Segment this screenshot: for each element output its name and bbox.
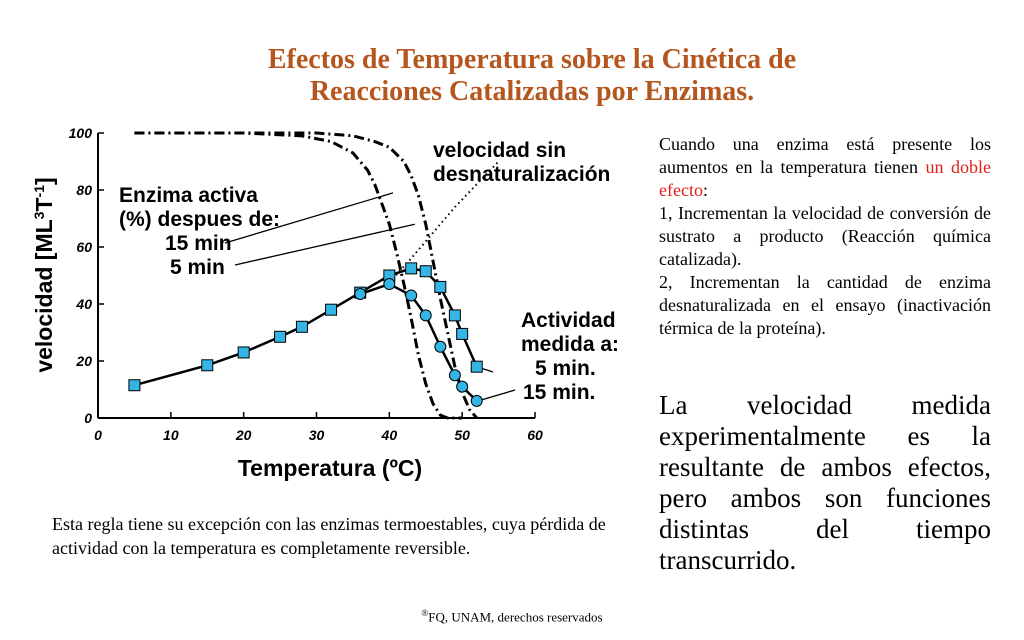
series-line-2 (134, 131, 478, 419)
marker-5min (434, 280, 447, 293)
annotation-enzima-activa-line1: Enzima activa (119, 184, 258, 207)
y-axis-label-end: ] (31, 177, 57, 185)
title-line-2: Reacciones Catalizadas por Enzimas. (309, 76, 755, 107)
annotation-actividad-line2: medida a: (521, 333, 619, 356)
marker-15min (448, 369, 461, 382)
x-axis-label: Temperatura (ºC) (238, 455, 422, 481)
marker-15min (405, 289, 418, 302)
title-line-1: Efectos de Temperatura sobre la Cinética… (267, 44, 797, 75)
chart-markers (128, 262, 483, 407)
explanation-highlight: un doble efecto (659, 157, 991, 200)
y-tick-label: 60 (76, 239, 92, 255)
annotation-actividad-line4: 15 min. (523, 381, 595, 404)
y-axis-label-mid: T (31, 197, 57, 211)
explanation-intro-before: Cuando una enzima está presente los aume… (659, 134, 991, 177)
marker-5min (237, 346, 250, 359)
marker-15min (383, 278, 396, 291)
annotation-actividad-line3: 5 min. (535, 357, 596, 380)
marker-5min (325, 303, 338, 316)
page-title: Efectos de Temperatura sobre la Cinética… (0, 44, 1024, 108)
marker-5min (470, 360, 483, 373)
x-tick-label: 30 (309, 427, 325, 443)
annotation-actividad-line1: Actividad (521, 309, 616, 332)
y-tick-label: 80 (76, 182, 92, 198)
x-tick-label: 40 (381, 427, 398, 443)
exception-note: Esta regla tiene su excepción con las en… (52, 514, 606, 558)
marker-15min (456, 380, 469, 393)
y-axis-label-sup2: -1 (31, 185, 47, 198)
marker-5min (405, 262, 418, 275)
marker-5min (448, 309, 461, 322)
registered-symbol: ® (421, 608, 429, 618)
x-tick-label: 10 (163, 427, 179, 443)
x-tick-label: 60 (527, 427, 543, 443)
marker-5min (419, 265, 432, 278)
annotation-actividad: Actividad medida a: 5 min. 15 min. (521, 309, 619, 404)
marker-15min (354, 288, 367, 301)
y-axis-label-main: velocidad [ML (31, 219, 57, 372)
annotation-leader-line (234, 223, 415, 266)
marker-5min (128, 379, 141, 392)
marker-5min (274, 330, 287, 343)
y-tick-label: 20 (75, 353, 92, 369)
y-tick-label: 100 (69, 125, 93, 141)
y-axis-label-sup1: 3 (31, 211, 47, 219)
y-tick-label: 40 (75, 296, 92, 312)
conclusion-text: La velocidad medida experimentalmente es… (659, 390, 991, 575)
x-tick-label: 0 (94, 427, 102, 443)
y-axis-label: velocidad [ML3T-1] (31, 177, 57, 372)
copyright-notice: ®FQ, UNAM, derechos reservados (0, 608, 1024, 625)
explanation-text: Cuando una enzima está presente los aume… (659, 133, 991, 340)
marker-5min (295, 320, 308, 333)
chart-tick-labels: 0 20 40 60 80 100 0 10 20 30 40 50 60 (69, 125, 543, 443)
annotation-enzima-activa: Enzima activa (%) despues de: 15 min 5 m… (119, 184, 280, 279)
explanation-point-2: 2, Incrementan la cantidad de enzima des… (659, 272, 991, 338)
annotation-velocidad-sin-line1: velocidad sin (433, 139, 566, 162)
marker-15min (470, 394, 483, 407)
temperature-kinetics-chart: 0 20 40 60 80 100 0 10 20 30 40 50 60 Temperatura (º… (31, 125, 619, 481)
marker-5min (201, 359, 214, 372)
annotation-enzima-activa-line3: 15 min (165, 232, 232, 255)
x-tick-label: 20 (235, 427, 252, 443)
annotation-leader-lines (224, 192, 516, 402)
x-tick-label: 50 (454, 427, 470, 443)
y-tick-label: 0 (84, 410, 92, 426)
annotation-leader-line (224, 192, 394, 244)
annotation-enzima-activa-line4: 5 min (170, 256, 225, 279)
annotation-enzima-activa-line2: (%) despues de: (119, 208, 280, 231)
marker-15min (419, 309, 432, 322)
explanation-intro: Cuando una enzima está presente los aume… (659, 133, 991, 202)
annotation-velocidad-sin: velocidad sin desnaturalización (433, 139, 610, 186)
marker-15min (434, 340, 447, 353)
marker-5min (456, 327, 469, 340)
annotation-velocidad-sin-line2: desnaturalización (433, 163, 610, 186)
copyright-text: FQ, UNAM, derechos reservados (428, 609, 603, 625)
explanation-point-1: 1, Incrementan la velocidad de conversió… (659, 203, 991, 269)
explanation-intro-after: : (702, 180, 708, 200)
annotation-leader-line (478, 389, 516, 402)
